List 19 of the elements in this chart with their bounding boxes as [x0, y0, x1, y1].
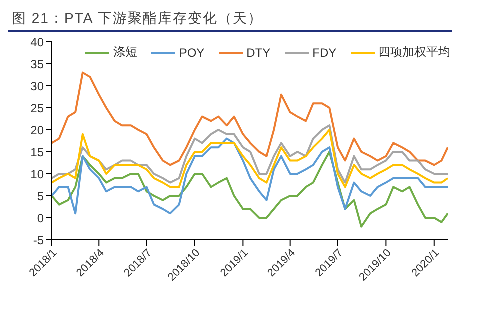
legend-label: FDY — [312, 44, 337, 61]
y-tick-label: 25 — [30, 101, 44, 116]
chart-title: 图 21：PTA 下游聚酯库存变化（天） — [8, 8, 452, 32]
y-tick-label: 30 — [30, 79, 44, 94]
legend-label: 四项加权平均 — [378, 44, 451, 61]
y-tick-label: 40 — [30, 35, 44, 50]
y-tick-label: 15 — [30, 145, 44, 160]
y-tick-label: 35 — [30, 57, 44, 72]
line-series — [52, 151, 448, 228]
y-tick-label: 20 — [30, 123, 44, 138]
legend-label: 涤短 — [112, 44, 138, 61]
line-series — [52, 138, 448, 215]
line-series — [52, 72, 448, 166]
y-tick-label: 10 — [30, 167, 44, 182]
legend-label: DTY — [246, 44, 271, 61]
y-tick-label: 5 — [37, 189, 44, 204]
y-tick-label: 0 — [37, 211, 44, 226]
legend-label: POY — [178, 44, 205, 61]
y-tick-label: -5 — [33, 233, 44, 248]
